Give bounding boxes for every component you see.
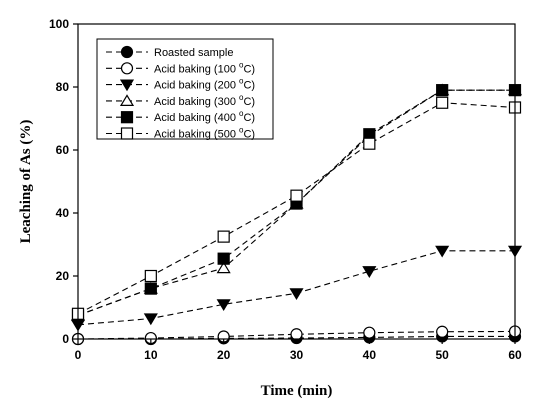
legend-entry: Acid baking (100 oC) xyxy=(106,60,255,75)
legend-entry: Acid baking (200 oC) xyxy=(106,77,255,92)
ticks: 0 10 20 30 40 50 60 0 20 40 60 80 100 xyxy=(49,17,522,362)
series-line xyxy=(77,250,515,326)
legend-label-degree: o xyxy=(239,77,244,86)
legend-label-main: Acid baking (300 xyxy=(154,96,239,108)
legend-label: Acid baking (100 oC) xyxy=(154,60,255,75)
x-tick-label: 30 xyxy=(290,348,304,362)
x-tick-label: 0 xyxy=(75,348,82,362)
legend-label-unit: C) xyxy=(243,129,255,141)
legend-label-degree: o xyxy=(239,60,244,69)
data-point xyxy=(436,325,449,338)
legend-entry: Roasted sample xyxy=(106,45,234,59)
y-tick-label: 20 xyxy=(56,269,70,283)
legend-entry: Acid baking (400 oC) xyxy=(106,109,255,124)
legend-label-main: Acid baking (100 xyxy=(154,63,239,75)
legend-label-main: Roasted sample xyxy=(154,47,234,59)
series-2 xyxy=(70,245,523,332)
data-point xyxy=(290,189,303,202)
data-point xyxy=(289,288,304,300)
legend-label-unit: C) xyxy=(243,80,255,92)
legend-marker xyxy=(119,94,135,107)
y-tick-label: 40 xyxy=(56,206,70,220)
legend-label-degree: o xyxy=(239,109,244,118)
data-point xyxy=(436,84,449,97)
legend-label: Acid baking (500 oC) xyxy=(154,126,255,141)
data-point xyxy=(144,269,157,283)
legend-marker xyxy=(120,62,134,75)
data-point xyxy=(362,266,377,278)
legend-entry: Acid baking (500 oC) xyxy=(106,126,255,141)
legend-label: Acid baking (400 oC) xyxy=(154,109,255,124)
data-point xyxy=(436,96,449,109)
legend-marker xyxy=(120,45,134,59)
y-tick-label: 80 xyxy=(56,80,70,94)
data-point xyxy=(216,261,231,274)
x-tick-label: 60 xyxy=(508,348,522,362)
legend-marker xyxy=(119,79,135,92)
legend-marker xyxy=(120,127,134,140)
legend-marker xyxy=(120,111,134,124)
x-tick-label: 50 xyxy=(435,348,449,362)
data-point xyxy=(217,230,230,243)
legend-label-main: Acid baking (200 xyxy=(154,80,239,92)
legend-label-degree: o xyxy=(239,126,244,135)
legend-label-unit: C) xyxy=(243,63,255,75)
legend-label: Acid baking (200 oC) xyxy=(154,77,255,92)
data-point xyxy=(216,299,231,312)
x-tick-label: 20 xyxy=(217,348,231,362)
legend-entry: Acid baking (300 oC) xyxy=(106,93,255,108)
data-point xyxy=(435,245,450,258)
data-point xyxy=(144,282,157,295)
data-point xyxy=(143,313,158,326)
legend-label-unit: C) xyxy=(243,96,255,108)
y-tick-label: 0 xyxy=(62,332,69,346)
data-point xyxy=(363,326,376,339)
legend-label-main: Acid baking (500 xyxy=(154,129,239,141)
legend-label: Roasted sample xyxy=(154,47,234,59)
data-point xyxy=(363,137,376,150)
y-axis-title: Leaching of As (%) xyxy=(18,120,34,244)
x-tick-label: 40 xyxy=(363,348,377,362)
y-tick-label: 60 xyxy=(56,143,70,157)
x-tick-label: 10 xyxy=(144,348,158,362)
legend-label-unit: C) xyxy=(243,112,255,124)
legend-label-degree: o xyxy=(239,93,244,102)
y-tick-label: 100 xyxy=(49,17,69,31)
legend-label-main: Acid baking (400 xyxy=(154,112,239,124)
data-point xyxy=(217,252,230,265)
legend-label: Acid baking (300 oC) xyxy=(154,93,255,108)
x-axis-title: Time (min) xyxy=(261,383,333,399)
data-point xyxy=(290,328,303,341)
